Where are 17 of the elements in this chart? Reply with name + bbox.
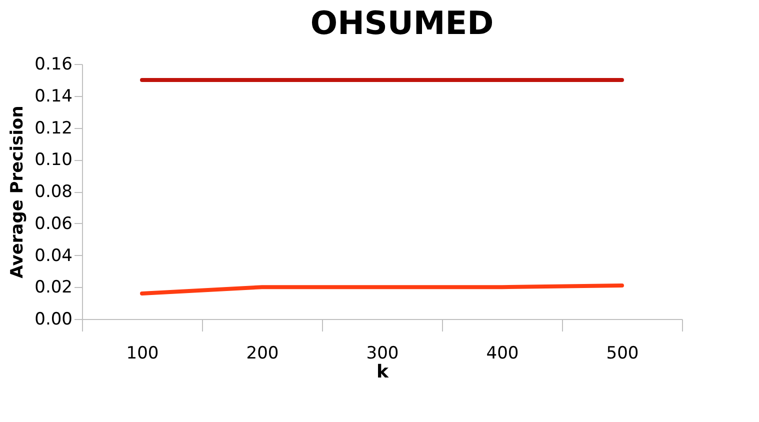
y-tick-label: 0.08 xyxy=(34,182,72,202)
y-tick-label: 0.12 xyxy=(34,118,72,138)
y-tick-label: 0.10 xyxy=(34,150,72,170)
y-tick-label: 0.06 xyxy=(34,214,72,234)
x-tick-label: 300 xyxy=(366,344,399,364)
y-tick-label: 0.02 xyxy=(34,278,72,298)
x-tick-label: 400 xyxy=(486,344,519,364)
chart-title: OHSUMED xyxy=(310,4,494,42)
x-axis-title: k xyxy=(376,362,390,382)
y-tick-label: 0.00 xyxy=(34,310,72,330)
y-tick-label: 0.04 xyxy=(34,246,72,266)
y-tick-label: 0.16 xyxy=(34,54,72,74)
x-tick-label: 100 xyxy=(126,344,159,364)
y-axis-title: Average Precision xyxy=(8,106,28,278)
x-tick-label: 200 xyxy=(246,344,279,364)
x-tick-label: 500 xyxy=(606,344,639,364)
y-tick-label: 0.14 xyxy=(34,86,72,106)
